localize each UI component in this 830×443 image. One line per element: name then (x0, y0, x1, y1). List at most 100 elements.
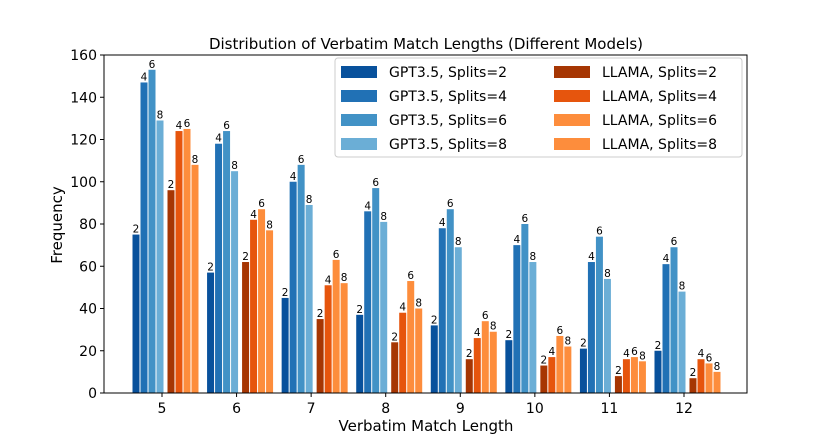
bar-1-0 (140, 82, 148, 394)
bar-1-5 (513, 245, 521, 393)
bar-2-7 (670, 247, 678, 393)
bar-value-label-7-4: 8 (490, 321, 497, 333)
bar-value-label-7-2: 8 (341, 272, 348, 284)
legend-label-1: GPT3.5, Splits=4 (389, 89, 507, 105)
y-tick-label-160: 160 (70, 48, 97, 64)
bar-value-label-6-2: 6 (333, 249, 340, 261)
bar-7-4 (489, 331, 497, 393)
y-tick-label-0: 0 (88, 386, 97, 402)
bar-4-2 (316, 319, 324, 393)
x-tick-label-11: 11 (601, 401, 619, 417)
bar-7-1 (266, 230, 274, 393)
bar-value-label-6-3: 6 (407, 270, 414, 282)
bar-value-label-4-7: 2 (690, 367, 697, 379)
bar-value-label-3-2: 8 (306, 194, 313, 206)
bar-1-2 (289, 181, 297, 393)
bar-value-label-4-0: 2 (168, 179, 175, 191)
bar-value-label-0-3: 2 (356, 304, 363, 316)
bar-value-label-5-5: 4 (549, 346, 556, 358)
y-tick-label-100: 100 (70, 175, 97, 191)
bar-value-label-3-1: 8 (231, 160, 238, 172)
x-tick-label-10: 10 (526, 401, 544, 417)
bar-value-label-4-5: 2 (541, 355, 548, 367)
bar-value-label-5-0: 4 (176, 120, 183, 132)
bar-6-5 (556, 335, 564, 393)
bar-value-label-1-1: 4 (215, 133, 222, 145)
bar-value-label-4-6: 2 (615, 365, 622, 377)
x-tick-label-6: 6 (232, 401, 241, 417)
bar-value-label-3-5: 8 (530, 251, 537, 263)
bar-3-4 (454, 247, 462, 393)
bar-3-1 (231, 171, 239, 393)
y-tick-label-140: 140 (70, 90, 97, 106)
bar-3-7 (678, 291, 686, 393)
legend-swatch-1 (341, 90, 377, 102)
bar-0-1 (207, 272, 215, 393)
bar-6-2 (332, 259, 340, 393)
bar-value-label-1-6: 4 (588, 251, 595, 263)
y-tick-label-120: 120 (70, 133, 97, 149)
bar-5-2 (324, 285, 332, 393)
bar-value-label-5-7: 4 (698, 348, 705, 360)
y-axis-label: Frequency (48, 186, 66, 264)
bar-value-label-2-0: 6 (149, 59, 156, 71)
bar-value-label-5-3: 4 (399, 302, 406, 314)
legend-swatch-3 (341, 138, 377, 150)
bar-6-3 (407, 281, 415, 393)
bar-1-1 (215, 143, 223, 393)
bar-3-0 (156, 120, 164, 394)
x-tick-label-7: 7 (307, 401, 316, 417)
x-tick-label-9: 9 (456, 401, 465, 417)
bar-1-4 (438, 228, 446, 393)
bar-5-5 (548, 357, 556, 393)
bar-7-6 (638, 361, 646, 393)
bar-2-0 (148, 69, 156, 393)
bar-7-5 (564, 346, 572, 393)
bar-7-7 (713, 371, 721, 393)
bar-value-label-2-1: 6 (223, 120, 230, 132)
bar-4-7 (689, 378, 697, 393)
bar-5-0 (175, 131, 183, 394)
bar-value-label-6-0: 6 (184, 118, 191, 130)
bar-value-label-2-6: 6 (596, 226, 603, 238)
bar-value-label-1-4: 4 (439, 217, 446, 229)
legend-box (334, 57, 743, 158)
bar-0-4 (430, 325, 438, 393)
bar-value-label-5-2: 4 (325, 274, 332, 286)
y-tick-label-20: 20 (79, 344, 97, 360)
x-tick-label-5: 5 (158, 401, 167, 417)
bar-value-label-7-0: 8 (192, 154, 199, 166)
legend-label-0: GPT3.5, Splits=2 (389, 65, 507, 81)
legend: GPT3.5, Splits=2 GPT3.5, Splits=4 GPT3.5, … (334, 57, 743, 158)
bar-3-2 (305, 204, 313, 393)
bar-2-6 (595, 236, 603, 393)
legend-swatch-6 (554, 114, 590, 126)
legend-swatch-4 (554, 66, 590, 78)
axes-group: 0 20 40 60 80 100 120 140 160 5 6 7 8 9 10 11 12 (70, 48, 748, 417)
bar-value-label-0-1: 2 (207, 262, 214, 274)
bar-value-label-2-5: 6 (522, 213, 529, 225)
bar-value-label-7-1: 8 (266, 219, 273, 231)
bar-2-2 (297, 164, 305, 393)
legend-swatch-5 (554, 90, 590, 102)
bar-value-label-6-1: 6 (258, 198, 265, 210)
bar-value-label-3-7: 8 (679, 281, 686, 293)
bar-value-label-3-4: 8 (455, 236, 462, 248)
bar-value-label-7-5: 8 (565, 336, 572, 348)
legend-swatch-0 (341, 66, 377, 78)
bar-6-6 (630, 357, 638, 393)
legend-label-3: GPT3.5, Splits=8 (389, 137, 507, 153)
bar-6-1 (258, 209, 266, 393)
y-tick-label-60: 60 (79, 259, 97, 275)
bar-value-label-1-5: 4 (514, 234, 521, 246)
bar-value-label-7-6: 8 (639, 350, 646, 362)
legend-label-6: LLAMA, Splits=6 (602, 113, 717, 129)
bar-value-label-2-7: 6 (671, 236, 678, 248)
bar-value-label-6-5: 6 (557, 325, 564, 337)
bar-value-label-1-7: 4 (663, 253, 670, 265)
bar-0-7 (654, 350, 662, 393)
bar-7-0 (191, 164, 199, 393)
bar-value-label-6-7: 6 (706, 352, 713, 364)
